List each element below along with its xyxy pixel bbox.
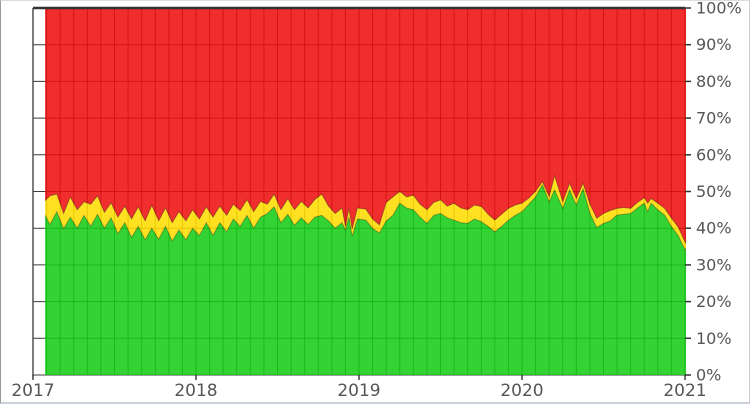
y-axis-label: 70% xyxy=(696,109,732,128)
y-axis-label: 10% xyxy=(696,329,732,348)
x-axis-label: 2020 xyxy=(500,381,543,401)
x-axis-label: 2019 xyxy=(337,381,380,401)
green-boundary-line xyxy=(44,183,687,251)
y-axis-label: 30% xyxy=(696,255,732,274)
x-axis-label: 2017 xyxy=(11,381,54,401)
y-axis-label: 100% xyxy=(696,1,742,18)
y-axis-label: 0% xyxy=(696,366,721,385)
yellow-area-series xyxy=(45,175,687,251)
red-area-series xyxy=(45,8,687,244)
y-axis-label: 40% xyxy=(696,219,732,238)
x-axis-label: 2018 xyxy=(174,381,217,401)
y-axis-label: 90% xyxy=(696,35,732,54)
yellow-boundary-line xyxy=(44,174,687,244)
y-axis-label: 20% xyxy=(696,292,732,311)
green-area-series xyxy=(45,184,687,375)
y-axis-label: 80% xyxy=(696,72,732,91)
y-axis-label: 60% xyxy=(696,145,732,164)
y-axis-label: 50% xyxy=(696,182,732,201)
x-axis-label: 2021 xyxy=(663,381,706,401)
